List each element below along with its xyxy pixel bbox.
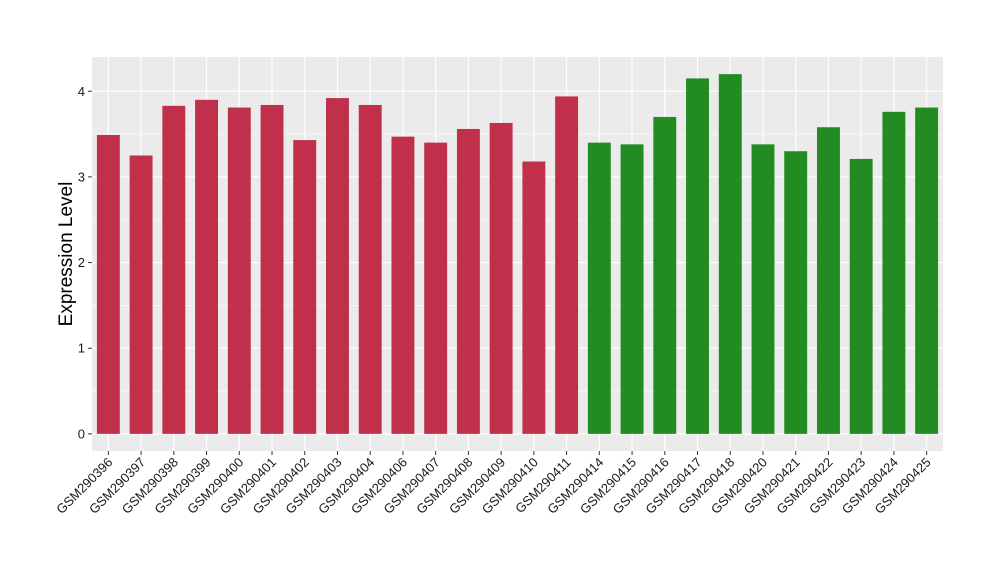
y-tick-label: 0 <box>78 426 85 441</box>
bar-GSM290409 <box>489 122 513 434</box>
bar-GSM290422 <box>816 127 840 434</box>
bar-GSM290400 <box>227 107 251 434</box>
bar-GSM290424 <box>882 111 906 434</box>
bar-GSM290401 <box>260 104 284 434</box>
x-axis: GSM290396GSM290397GSM290398GSM290399GSM2… <box>53 451 934 517</box>
bar-GSM290397 <box>129 155 153 434</box>
bar-GSM290399 <box>195 99 219 434</box>
bar-GSM290403 <box>326 98 349 434</box>
bar-GSM290410 <box>522 161 546 434</box>
y-axis: 0 1 2 3 4 <box>78 84 92 441</box>
bar-GSM290417 <box>686 78 709 434</box>
bar-GSM290396 <box>96 134 120 434</box>
bar-GSM290406 <box>391 136 415 434</box>
bar-GSM290404 <box>358 104 382 434</box>
bar-GSM290414 <box>587 142 611 434</box>
bar-GSM290416 <box>653 116 677 434</box>
bar-GSM290415 <box>620 144 644 434</box>
bar-GSM290408 <box>456 128 480 434</box>
y-tick-label: 3 <box>78 169 85 184</box>
y-tick-label: 4 <box>78 84 85 99</box>
y-axis-title: Expression Level <box>56 182 77 327</box>
bar-GSM290423 <box>849 158 873 434</box>
plot-panel <box>92 57 943 451</box>
y-tick-label: 1 <box>78 341 85 356</box>
bar-GSM290425 <box>915 107 939 434</box>
bar-GSM290407 <box>424 142 448 434</box>
bar-GSM290418 <box>718 74 742 434</box>
y-tick-label: 2 <box>78 255 85 270</box>
bar-GSM290421 <box>784 151 808 434</box>
bar-GSM290411 <box>555 96 579 434</box>
bar-GSM290398 <box>162 105 186 434</box>
bars <box>96 74 939 434</box>
bar-GSM290402 <box>293 140 317 434</box>
bar-GSM290420 <box>751 144 775 434</box>
